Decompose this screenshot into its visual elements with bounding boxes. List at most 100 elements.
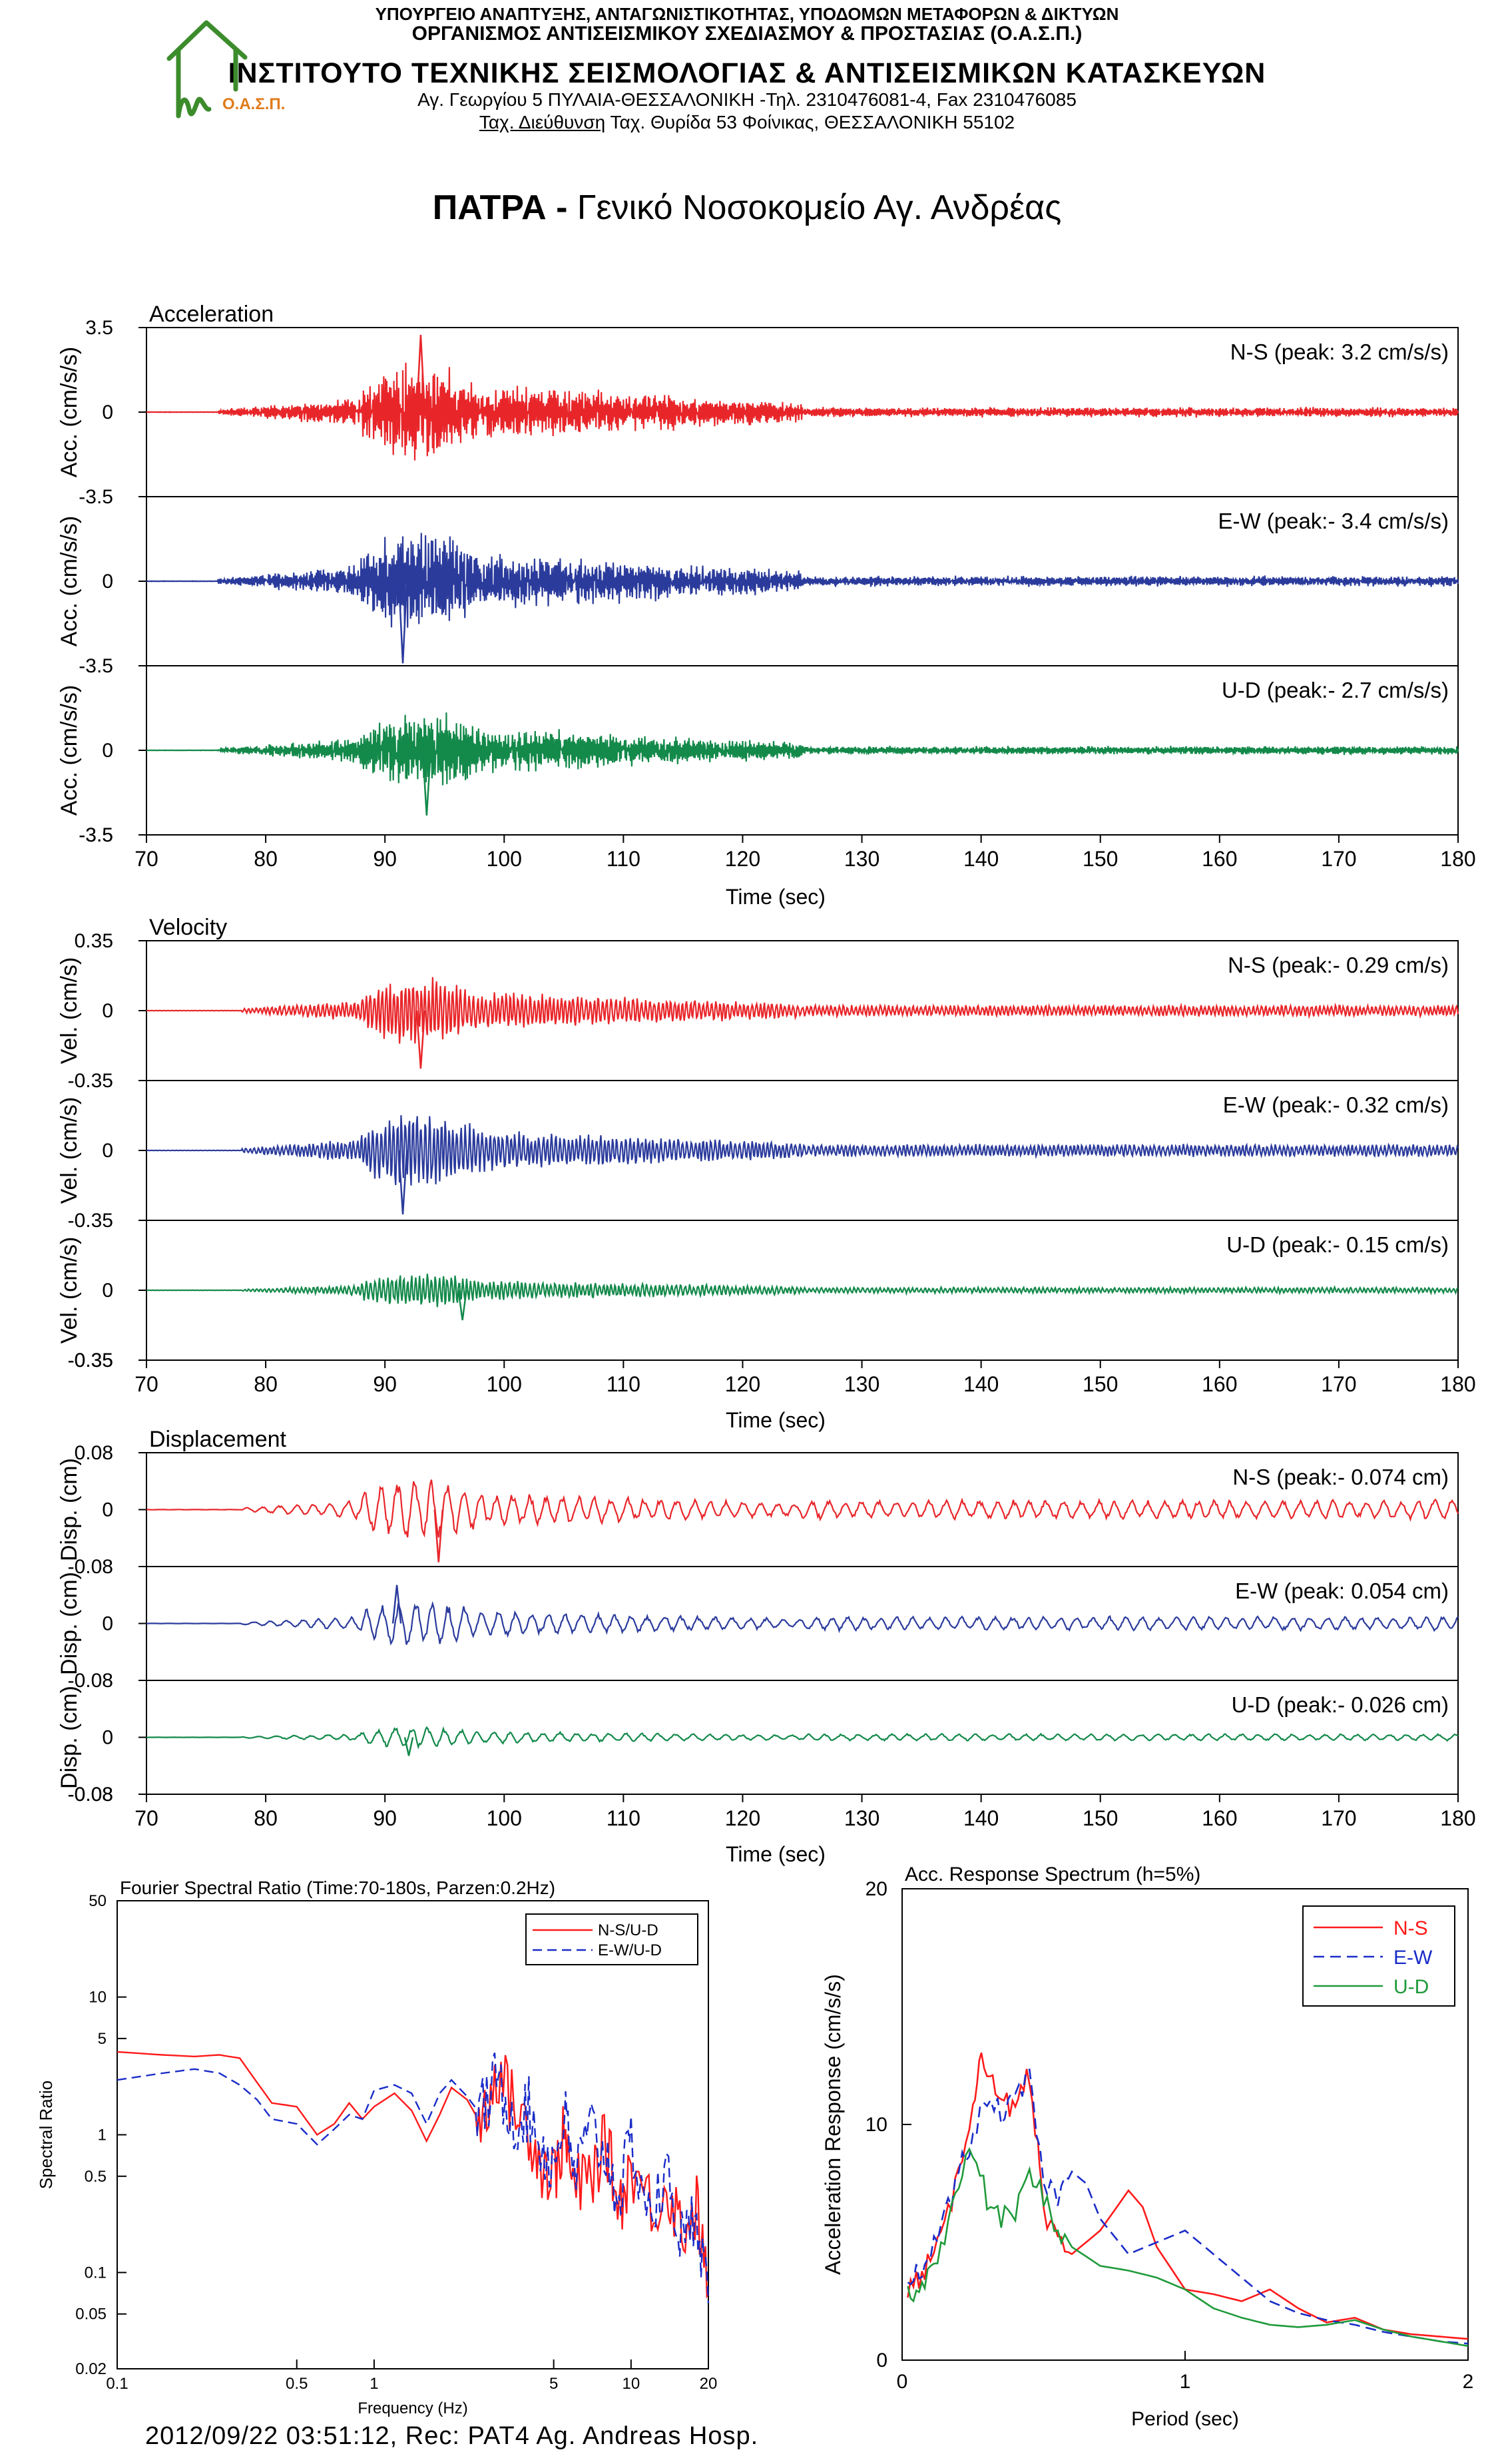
y-axis-label: Acc. (cm/s/s): [57, 685, 82, 816]
y-tick-label: 20: [866, 1878, 887, 1900]
peak-annotation: U-D (peak:- 0.15 cm/s): [1226, 1232, 1449, 1257]
postal-address-line: Ταχ. Διεύθυνση Ταχ. Θυρίδα 53 Φοίνικας, …: [0, 112, 1494, 133]
y-tick-label: -0.35: [68, 1210, 113, 1232]
y-tick-label: -0.08: [68, 1556, 113, 1578]
x-tick-label: 80: [254, 1372, 278, 1396]
x-tick-label: 130: [844, 847, 879, 871]
series-e-w-u-d: [117, 2053, 710, 2304]
x-tick-label: 70: [134, 1806, 158, 1830]
x-tick-label: 2: [1463, 2371, 1474, 2393]
x-tick-label: 160: [1202, 1806, 1237, 1830]
subplot-u-d: 0 -3.5 Acc. (cm/s/s) U-D (peak:- 2.7 cm/s/s…: [57, 665, 1459, 846]
page-title-station: Γενικό Νοσοκομείο Αγ. Ανδρέας: [577, 188, 1062, 227]
y-axis-label: Acc. (cm/s/s): [57, 347, 82, 477]
x-tick-label: 160: [1202, 1372, 1237, 1396]
waveform-e-w: [146, 533, 1459, 628]
peak-annotation: N-S (peak:- 0.29 cm/s): [1228, 953, 1449, 977]
panel-title: Velocity: [149, 915, 227, 940]
subplot-e-w: 0 -3.5 Acc. (cm/s/s) E-W (peak:- 3.4 cm/s/s…: [57, 496, 1459, 677]
peak-annotation: U-D (peak:- 2.7 cm/s/s): [1222, 678, 1449, 702]
x-axis-label: Time (sec): [726, 1408, 826, 1432]
y-tick-label: 1: [98, 2126, 107, 2144]
spectrum-title: Acc. Response Spectrum (h=5%): [905, 1863, 1200, 1885]
logo-roof: [166, 20, 248, 61]
y-axis-label: Disp. (cm): [57, 1572, 82, 1675]
x-tick-label: 150: [1083, 847, 1118, 871]
logo-wave: [176, 97, 212, 119]
page-title-city: ΠΑΤΡΑ -: [432, 188, 577, 227]
y-tick-label: 0.5: [85, 2168, 107, 2186]
page-title: ΠΑΤΡΑ - Γενικό Νοσοκομείο Αγ. Ανδρέας: [0, 188, 1494, 228]
subplot-n-s: 0.35 0 -0.35 Vel. (cm/s) N-S (peak:- 0.29 cm…: [57, 930, 1459, 1092]
peak-annotation: U-D (peak:- 0.026 cm): [1232, 1692, 1449, 1717]
x-tick-label: 140: [963, 847, 999, 871]
legend-label: E-W/U-D: [598, 1941, 662, 1959]
peak-spike: [421, 750, 432, 816]
postal-address-text: Ταχ. Θυρίδα 53 Φοίνικας, ΘΕΣΣΑΛΟΝΙΚΗ 551…: [605, 112, 1015, 132]
x-axis-label: Time (sec): [726, 885, 826, 909]
y-axis-label: Vel. (cm/s): [57, 1237, 82, 1344]
x-tick-label: 1: [1180, 2371, 1191, 2393]
peak-annotation: E-W (peak: 0.054 cm): [1235, 1579, 1449, 1603]
y-tick-label: 0: [102, 1000, 113, 1022]
y-tick-label: 5: [98, 2030, 107, 2048]
x-tick-label: 0: [897, 2371, 908, 2393]
y-tick-label: 0: [876, 2349, 887, 2371]
x-tick-label: 100: [487, 847, 522, 871]
x-tick-label: 140: [963, 1372, 999, 1396]
x-tick-label: 70: [134, 847, 158, 871]
x-tick-label: 120: [725, 847, 760, 871]
x-tick-label: 140: [963, 1806, 999, 1830]
record-footer: 2012/09/22 03:51:12, Rec: PAT4 Ag. Andre…: [145, 2422, 759, 2450]
waveform-e-w: [146, 1115, 1459, 1186]
panel-title: Displacement: [149, 1427, 287, 1452]
x-tick-label: 150: [1083, 1806, 1118, 1830]
peak-spike: [457, 1290, 467, 1321]
peak-spike: [403, 1737, 414, 1756]
address-line: Αγ. Γεωργίου 5 ΠΥΛΑΙΑ-ΘΕΣΣΑΛΟΝΙΚΗ -Τηλ. …: [417, 89, 1077, 110]
panel-acceleration: Acceleration 3.5 0 -3.5 Acc. (cm/s/s) N-S (pe…: [57, 302, 1476, 909]
y-tick-label: -0.08: [68, 1784, 113, 1806]
plot-frame: [117, 1900, 709, 2369]
x-axis-label: Frequency (Hz): [358, 2399, 467, 2417]
institute-name: ΙΝΣΤΙΤΟΥΤΟ ΤΕΧΝΙΚΗΣ ΣΕΙΣΜΟΛΟΓΙΑΣ & ΑΝΤΙΣ…: [228, 57, 1266, 89]
peak-annotation: N-S (peak: 3.2 cm/s/s): [1230, 340, 1449, 364]
x-tick-label: 20: [700, 2375, 718, 2393]
postal-address-label: Ταχ. Διεύθυνση: [479, 112, 606, 132]
x-tick-label: 170: [1321, 847, 1356, 871]
waveform-u-d: [146, 1274, 1459, 1308]
legend-label: E-W: [1393, 1947, 1433, 1969]
x-tick-label: 90: [373, 1372, 397, 1396]
x-tick-label: 80: [254, 847, 278, 871]
x-tick-label: 130: [844, 1372, 879, 1396]
legend-label: N-S/U-D: [598, 1921, 658, 1939]
y-tick-label: 0.1: [85, 2264, 107, 2282]
y-tick-label: 0: [102, 1727, 113, 1749]
waveform-u-d: [146, 712, 1459, 786]
x-tick-label: 180: [1440, 1806, 1475, 1830]
y-tick-label: 0: [102, 571, 113, 593]
x-tick-label: 130: [844, 1806, 879, 1830]
waveform-n-s: [146, 1479, 1459, 1538]
y-tick-label: -3.5: [79, 655, 113, 677]
y-tick-label: -0.08: [68, 1670, 113, 1692]
x-tick-label: 100: [487, 1372, 522, 1396]
fourier-title: Fourier Spectral Ratio (Time:70-180s, Pa…: [120, 1877, 555, 1898]
peak-annotation: E-W (peak:- 0.32 cm/s): [1223, 1093, 1449, 1117]
panel-title: Acceleration: [149, 302, 274, 327]
x-axis-label: Period (sec): [1131, 2408, 1239, 2430]
y-tick-label: 0.35: [75, 930, 113, 952]
x-tick-label: 0.5: [286, 2375, 308, 2393]
y-tick-label: 0: [102, 1280, 113, 1302]
subplot-u-d: 0 -0.35 Vel. (cm/s) U-D (peak:- 0.15 cm/s): [57, 1220, 1459, 1371]
series-u-d: [907, 2147, 1469, 2347]
legend-label: N-S: [1393, 1917, 1428, 1939]
y-tick-label: 0: [102, 401, 113, 423]
y-tick-label: -0.08: [68, 1784, 113, 1806]
y-tick-label: 0: [102, 1613, 113, 1635]
waveform-e-w: [146, 1601, 1459, 1646]
